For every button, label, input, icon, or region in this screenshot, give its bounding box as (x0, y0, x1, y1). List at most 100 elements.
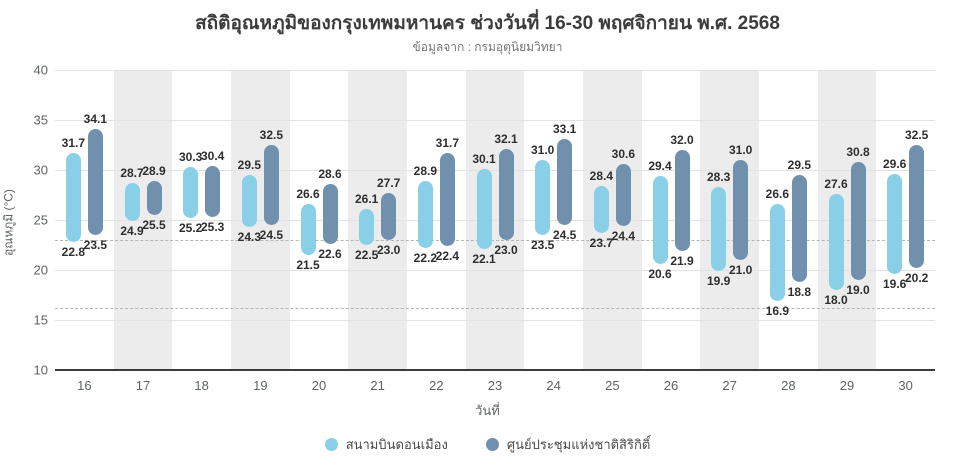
bar-min-label: 21.5 (296, 258, 320, 272)
x-tick-label: 23 (487, 378, 503, 393)
y-tick-label: 10 (33, 362, 48, 378)
bar-max-label: 28.9 (142, 164, 166, 178)
x-tick-label: 19 (253, 378, 268, 393)
bar-min-label: 19.0 (846, 283, 870, 297)
range-bar[interactable] (476, 169, 492, 249)
bar-max-label: 31.0 (728, 143, 753, 157)
x-tick-label: 20 (311, 378, 327, 393)
bar-min-label: 16.9 (765, 304, 790, 318)
bar-min-label: 21.0 (728, 263, 753, 277)
bar-min-label: 22.5 (354, 248, 379, 262)
bar-min-label: 24.4 (611, 229, 636, 243)
bar-min-label: 22.8 (61, 245, 86, 259)
range-bar[interactable] (887, 174, 903, 274)
range-bar[interactable] (205, 166, 221, 217)
bar-min-label: 23.0 (376, 243, 401, 257)
range-bar[interactable] (652, 176, 668, 264)
bar-max-label: 27.6 (824, 177, 848, 191)
bar-max-label: 31.7 (61, 136, 86, 150)
bar-min-label: 24.3 (237, 230, 262, 244)
y-tick-label: 15 (33, 312, 48, 328)
range-bar[interactable] (498, 149, 514, 240)
range-bar[interactable] (909, 145, 925, 268)
y-tick-label: 30 (33, 162, 48, 178)
bar-min-label: 23.7 (589, 236, 614, 250)
range-bar[interactable] (87, 129, 103, 235)
gridline (55, 170, 935, 171)
legend-item-donmueang[interactable]: สนามบินดอนเมือง (324, 434, 448, 455)
range-bar[interactable] (828, 194, 844, 290)
y-tick-label: 35 (33, 112, 48, 128)
bar-max-label: 32.1 (494, 132, 518, 146)
gridline (55, 120, 935, 121)
bar-min-label: 18.8 (787, 285, 812, 299)
bar-min-label: 25.5 (142, 218, 166, 232)
range-bar[interactable] (146, 181, 162, 215)
range-bar[interactable] (241, 175, 257, 227)
range-bar[interactable] (535, 160, 551, 235)
legend-swatch-light-blue (324, 438, 338, 451)
range-bar[interactable] (417, 181, 433, 248)
x-tick-label: 25 (605, 378, 620, 393)
range-bar[interactable] (674, 150, 690, 251)
bar-max-label: 32.0 (670, 133, 694, 147)
bar-max-label: 27.7 (376, 176, 401, 190)
bar-max-label: 28.3 (706, 170, 731, 184)
bar-max-label: 33.1 (552, 122, 577, 136)
dashed-reference-line (55, 308, 935, 309)
range-bar[interactable] (439, 153, 455, 246)
x-tick-label: 30 (898, 378, 913, 393)
gridline (55, 320, 935, 321)
range-bar[interactable] (791, 175, 807, 282)
range-bar[interactable] (733, 160, 749, 260)
bar-max-label: 28.4 (589, 169, 614, 183)
x-tick-label: 17 (135, 378, 151, 393)
bar-min-label: 22.6 (318, 247, 342, 261)
bar-min-label: 18.0 (824, 293, 848, 307)
range-bar[interactable] (769, 204, 785, 301)
legend-item-label: ศูนย์ประชุมแห่งชาติสิริกิติ์ (506, 437, 651, 452)
bar-max-label: 28.7 (120, 166, 144, 180)
range-bar[interactable] (381, 193, 397, 240)
range-bar[interactable] (65, 153, 81, 242)
bar-min-label: 23.5 (530, 238, 555, 252)
bar-max-label: 34.1 (83, 112, 108, 126)
bar-min-label: 22.1 (472, 252, 496, 266)
range-bar[interactable] (711, 187, 727, 271)
x-tick-label: 27 (722, 378, 737, 393)
bar-min-label: 23.5 (83, 238, 108, 252)
bar-min-label: 21.9 (670, 254, 694, 268)
x-tick-label: 26 (663, 378, 679, 393)
x-tick-label: 24 (546, 378, 561, 393)
range-bar[interactable] (850, 162, 866, 280)
bar-max-label: 30.4 (200, 149, 225, 163)
bar-max-label: 29.6 (882, 157, 907, 171)
bar-max-label: 26.6 (296, 187, 320, 201)
bar-max-label: 26.6 (765, 187, 790, 201)
range-bar[interactable] (300, 204, 316, 255)
plot-area: 31.7 22.8 28.7 24.9 30.3 25.2 29.5 24.3 26.6 21.5… (55, 70, 935, 371)
range-bar[interactable] (557, 139, 573, 225)
range-bar[interactable] (124, 183, 140, 221)
range-bar[interactable] (615, 164, 631, 226)
x-tick-label: 16 (77, 378, 92, 393)
range-bar[interactable] (593, 186, 609, 233)
bar-min-label: 19.9 (706, 274, 731, 288)
bar-max-label: 29.4 (648, 159, 672, 173)
range-bar[interactable] (183, 167, 199, 218)
bar-min-label: 19.6 (882, 277, 907, 291)
gridline (55, 220, 935, 221)
y-tick-label: 25 (33, 212, 48, 228)
bar-max-label: 26.1 (354, 192, 379, 206)
range-bar[interactable] (359, 209, 375, 245)
legend-swatch-dark-blue (485, 438, 499, 451)
bar-max-label: 32.5 (259, 128, 284, 142)
x-tick-label: 18 (194, 378, 209, 393)
bar-min-label: 24.9 (120, 224, 144, 238)
range-bar[interactable] (322, 184, 338, 244)
range-bar[interactable] (263, 145, 279, 225)
y-tick-label: 40 (33, 62, 48, 78)
bar-min-label: 20.6 (648, 267, 672, 281)
legend-item-sirikit[interactable]: ศูนย์ประชุมแห่งชาติสิริกิติ์ (485, 434, 651, 455)
bar-max-label: 30.8 (846, 145, 870, 159)
